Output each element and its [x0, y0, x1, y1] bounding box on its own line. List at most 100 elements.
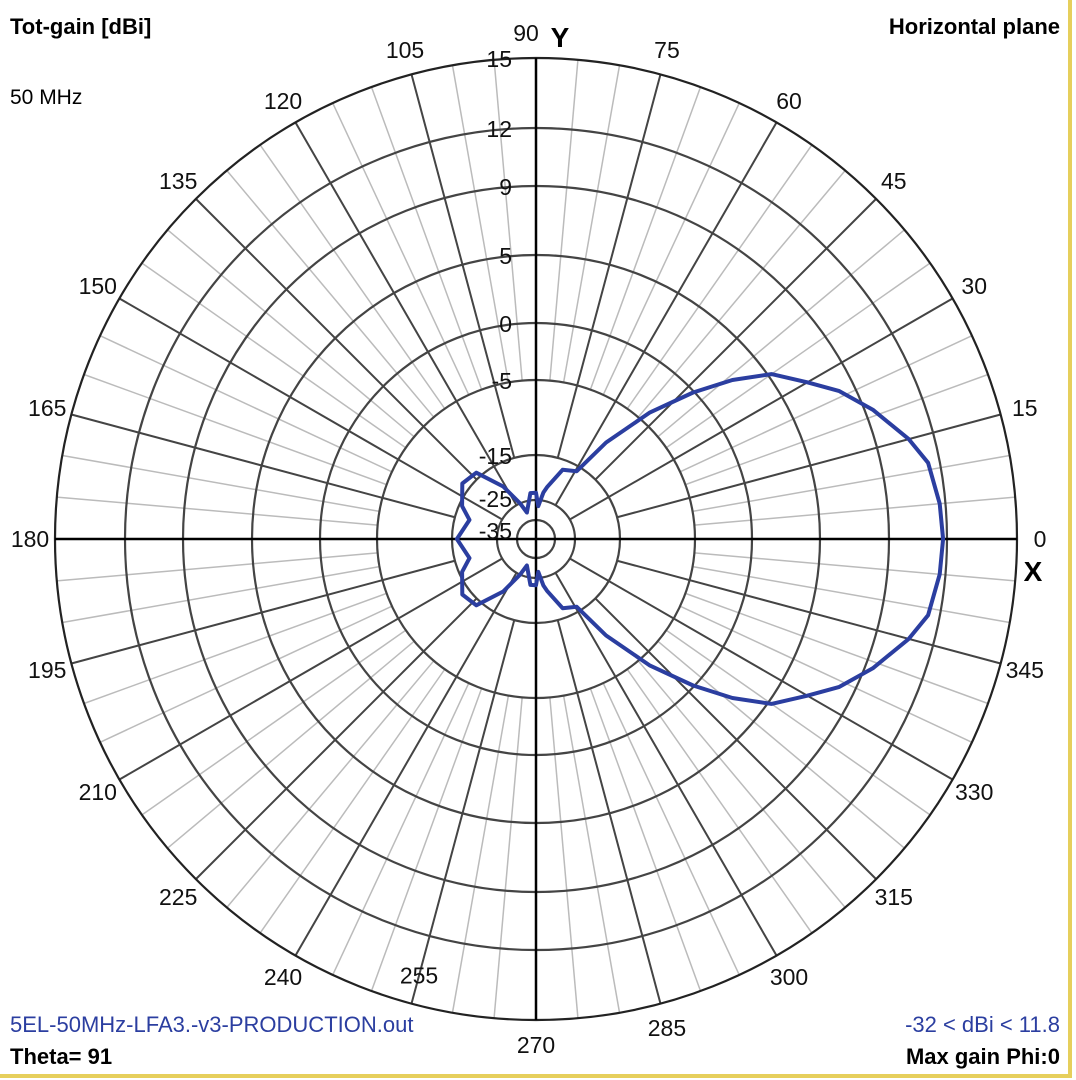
minor-spoke — [679, 605, 973, 743]
minor-spoke — [562, 695, 621, 1013]
radial-tick-label: -5 — [492, 368, 512, 394]
minor-spoke — [679, 335, 973, 473]
angle-tick-label: 105 — [386, 37, 424, 63]
angle-tick-label: 120 — [264, 88, 302, 114]
major-spoke — [554, 121, 778, 506]
angle-tick-label: 0 — [1034, 526, 1047, 552]
minor-spoke — [637, 170, 846, 418]
angle-tick-label: 210 — [79, 779, 117, 805]
minor-spoke — [694, 552, 1016, 582]
major-spoke — [554, 572, 778, 957]
x-axis-label: X — [1024, 556, 1043, 587]
angle-tick-label: 330 — [955, 779, 993, 805]
major-spoke — [195, 597, 478, 880]
minor-spoke — [370, 688, 483, 992]
major-spoke — [71, 559, 456, 665]
minor-spoke — [685, 592, 989, 705]
minor-spoke — [549, 59, 579, 381]
minor-spoke — [685, 373, 989, 486]
major-spoke — [556, 619, 662, 1004]
y-axis-label: Y — [551, 22, 570, 53]
angle-tick-label: 285 — [648, 1015, 686, 1041]
major-spoke — [594, 198, 877, 481]
minor-spoke — [332, 102, 470, 396]
angle-tick-label: 135 — [159, 168, 197, 194]
frequency-label: 50 MHz — [10, 86, 83, 109]
angle-tick-label: 300 — [770, 964, 808, 990]
angle-tick-label: 90 — [513, 20, 539, 46]
minor-spoke — [637, 660, 846, 908]
major-spoke — [195, 198, 478, 481]
angle-tick-label: 15 — [1012, 395, 1038, 421]
radial-tick-label: -15 — [479, 443, 512, 469]
minor-spoke — [259, 668, 446, 934]
angle-tick-label: 30 — [961, 273, 987, 299]
minor-spoke — [549, 697, 579, 1019]
major-spoke — [71, 413, 456, 519]
radial-tick-label: 12 — [486, 116, 512, 142]
minor-spoke — [141, 629, 407, 816]
radial-tick-label: 5 — [499, 243, 512, 269]
minor-spoke — [626, 144, 813, 410]
minor-spoke — [657, 640, 905, 849]
radial-tick-label: -35 — [479, 518, 512, 544]
plane-label: Horizontal plane — [888, 14, 1060, 39]
major-spoke — [410, 74, 516, 459]
minor-spoke — [493, 59, 523, 381]
radial-tick-label: 0 — [499, 311, 512, 337]
minor-spoke — [626, 668, 813, 934]
angle-tick-label: 315 — [875, 884, 913, 910]
minor-spoke — [692, 454, 1010, 513]
minor-spoke — [56, 552, 378, 582]
angle-tick-label: 60 — [776, 88, 802, 114]
radial-tick-label: 15 — [486, 46, 512, 72]
minor-spoke — [602, 682, 740, 976]
minor-spoke — [665, 262, 931, 449]
minor-spoke — [56, 496, 378, 526]
angle-tick-label: 270 — [517, 1032, 555, 1058]
angle-tick-label: 45 — [881, 168, 907, 194]
minor-spoke — [226, 170, 435, 418]
minor-spoke — [370, 86, 483, 390]
angle-tick-label: 150 — [79, 273, 117, 299]
minor-spoke — [589, 86, 702, 390]
minor-spoke — [62, 565, 380, 624]
major-spoke — [594, 597, 877, 880]
minor-spoke — [83, 592, 387, 705]
minor-spoke — [451, 695, 510, 1013]
major-spoke — [569, 557, 954, 781]
minor-spoke — [589, 688, 702, 992]
angle-tick-label: 195 — [28, 657, 66, 683]
theta-label: Theta= 91 — [10, 1044, 113, 1069]
major-spoke — [569, 297, 954, 521]
minor-spoke — [167, 229, 415, 438]
major-spoke — [118, 297, 503, 521]
major-spoke — [294, 121, 518, 506]
major-spoke — [410, 619, 516, 1004]
minor-spoke — [83, 373, 387, 486]
gain-range-label: -32 < dBi < 11.8 — [905, 1012, 1060, 1037]
angle-tick-label: 240 — [264, 964, 302, 990]
minor-spoke — [657, 229, 905, 438]
minor-spoke — [694, 496, 1016, 526]
minor-spoke — [99, 335, 393, 473]
major-spoke — [616, 413, 1001, 519]
max-gain-label: Max gain Phi:0 — [905, 1044, 1060, 1069]
angle-tick-label: 165 — [28, 395, 66, 421]
minor-spoke — [167, 640, 415, 849]
radial-tick-label: 9 — [499, 174, 512, 200]
minor-spoke — [332, 682, 470, 976]
minor-spoke — [665, 629, 931, 816]
angle-tick-label: 345 — [1006, 657, 1044, 683]
minor-spoke — [493, 697, 523, 1019]
angle-tick-label: 75 — [654, 37, 680, 63]
minor-spoke — [226, 660, 435, 908]
major-spoke — [616, 559, 1001, 665]
angle-tick-label: 225 — [159, 884, 197, 910]
angle-tick-label: 255 — [400, 963, 438, 989]
minor-spoke — [602, 102, 740, 396]
quantity-label: Tot-gain [dBi] — [10, 14, 152, 39]
minor-spoke — [692, 565, 1010, 624]
